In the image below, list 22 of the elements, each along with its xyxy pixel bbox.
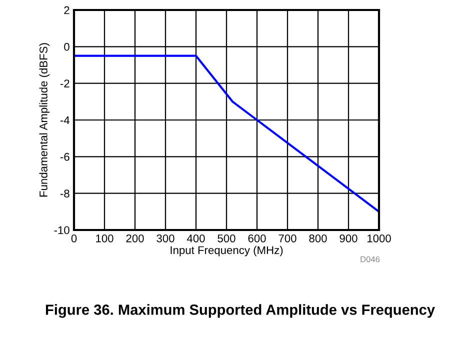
x-tick-label: 900 [340,234,358,242]
y-tick-label: 0 [64,42,70,51]
y-tick-label: 2 [64,6,70,14]
x-tick-label: 400 [186,234,205,242]
y-tick-label: -4 [60,116,70,124]
y-tick-label: -10 [54,226,70,234]
x-tick-label: 500 [218,234,236,242]
x-tick-label: 100 [96,234,114,242]
y-tick-label: -6 [60,152,70,161]
text: Figure 36. Maximum Supported Amplitude vs Frequency [46,304,435,318]
y-tick-label: -8 [60,190,70,198]
y-tick-label: -2 [60,80,70,88]
x-tick-label: 600 [248,234,266,242]
x-tick-label: 200 [126,234,144,242]
x-tick-label: 0 [71,234,77,242]
text: D046 [360,256,380,262]
x-tick-label: 700 [278,234,296,242]
x-tick-label: 1000 [367,234,391,242]
x-tick-label: 800 [309,234,327,242]
x-axis-title: Input Frequency (MHz) [170,246,283,256]
y-axis-title: Fundamental Amplitude (dBFS) [39,43,50,197]
x-tick-label: 300 [156,234,174,242]
